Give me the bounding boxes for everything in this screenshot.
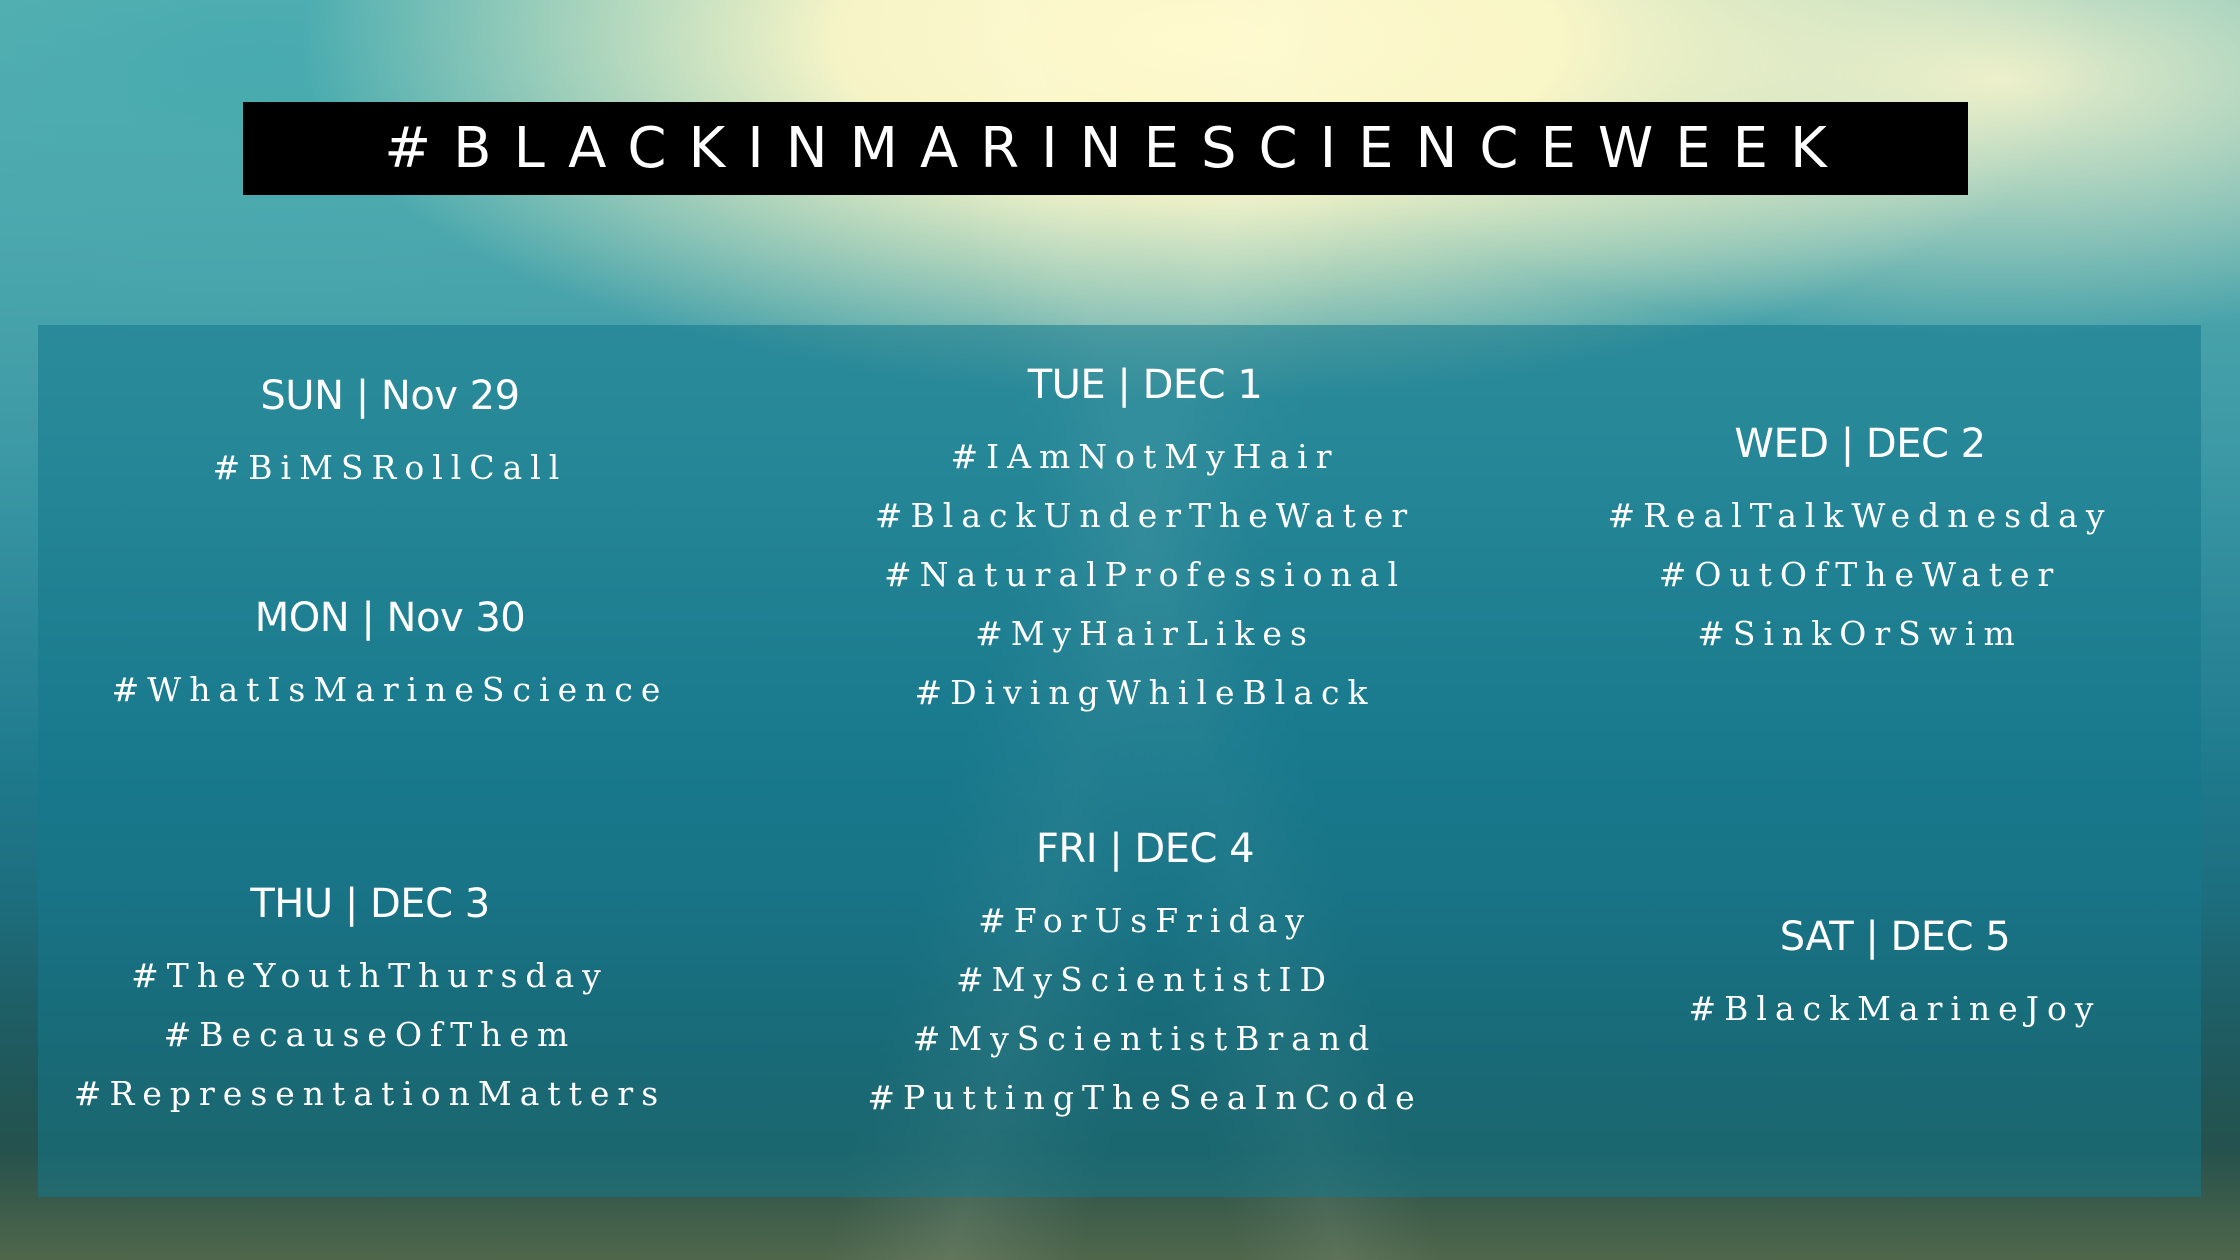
hashtag: #WhatIsMarineScience bbox=[111, 670, 669, 709]
hashtag: #MyHairLikes bbox=[975, 614, 1315, 653]
day-heading: THU | DEC 3 bbox=[250, 881, 490, 927]
day-fri: FRI | DEC 4 #ForUsFriday #MyScientistID … bbox=[845, 825, 1445, 1127]
hashtag: #ForUsFriday bbox=[978, 901, 1312, 940]
hashtag: #TheYouthThursday bbox=[131, 956, 609, 995]
hashtag: #IAmNotMyHair bbox=[950, 437, 1340, 476]
day-sun: SUN | Nov 29 #BiMSRollCall bbox=[90, 372, 690, 497]
hashtag: #NaturalProfessional bbox=[883, 555, 1407, 594]
day-heading: MON | Nov 30 bbox=[254, 595, 526, 641]
hashtag: #OutOfTheWater bbox=[1658, 555, 2062, 594]
day-heading: SUN | Nov 29 bbox=[260, 373, 520, 419]
day-tue: TUE | DEC 1 #IAmNotMyHair #BlackUnderThe… bbox=[845, 361, 1445, 722]
day-heading: TUE | DEC 1 bbox=[1027, 362, 1263, 408]
hashtag: #MyScientistID bbox=[955, 960, 1334, 999]
hashtag: #DivingWhileBlack bbox=[914, 673, 1376, 712]
day-heading: WED | DEC 2 bbox=[1734, 421, 1986, 467]
day-heading: FRI | DEC 4 bbox=[1035, 826, 1255, 872]
hashtag: #BlackMarineJoy bbox=[1688, 989, 2102, 1028]
hashtag-list: #WhatIsMarineScience bbox=[90, 660, 690, 719]
hashtag: #SinkOrSwim bbox=[1697, 614, 2023, 653]
hashtag: #BiMSRollCall bbox=[212, 448, 568, 487]
hashtag-list: #TheYouthThursday #BecauseOfThem #Repres… bbox=[20, 946, 720, 1123]
hashtag-list: #IAmNotMyHair #BlackUnderTheWater #Natur… bbox=[845, 427, 1445, 722]
hashtag: #BlackUnderTheWater bbox=[874, 496, 1416, 535]
schedule-panel bbox=[38, 325, 2201, 1197]
page-title: #BLACKINMARINESCIENCEWEEK bbox=[384, 116, 1849, 181]
day-sat: SAT | DEC 5 #BlackMarineJoy bbox=[1595, 913, 2195, 1038]
day-mon: MON | Nov 30 #WhatIsMarineScience bbox=[90, 594, 690, 719]
hashtag-list: #BiMSRollCall bbox=[90, 438, 690, 497]
hashtag: #MyScientistBrand bbox=[912, 1019, 1378, 1058]
hashtag-list: #RealTalkWednesday #OutOfTheWater #SinkO… bbox=[1560, 486, 2160, 663]
hashtag-list: #BlackMarineJoy bbox=[1595, 979, 2195, 1038]
day-heading: SAT | DEC 5 bbox=[1779, 914, 2011, 960]
hashtag-list: #ForUsFriday #MyScientistID #MyScientist… bbox=[845, 891, 1445, 1127]
hashtag: #BecauseOfThem bbox=[163, 1015, 577, 1054]
title-banner: #BLACKINMARINESCIENCEWEEK bbox=[243, 102, 1968, 195]
day-wed: WED | DEC 2 #RealTalkWednesday #OutOfThe… bbox=[1560, 420, 2160, 663]
hashtag: #RealTalkWednesday bbox=[1607, 496, 2113, 535]
hashtag: #PuttingTheSeaInCode bbox=[867, 1078, 1423, 1117]
hashtag: #RepresentationMatters bbox=[73, 1074, 667, 1113]
day-thu: THU | DEC 3 #TheYouthThursday #BecauseOf… bbox=[20, 880, 720, 1123]
